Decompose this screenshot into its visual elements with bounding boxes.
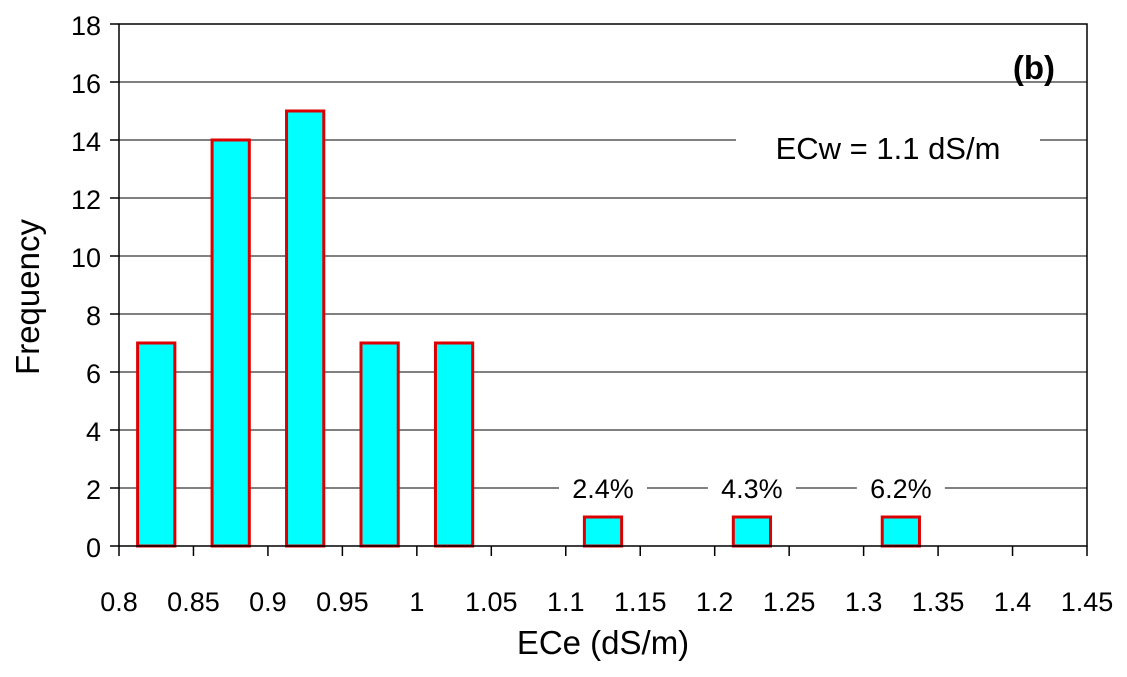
plot-frame bbox=[118, 23, 1088, 547]
x-tick-label: 1.05 bbox=[465, 587, 518, 617]
bar bbox=[582, 515, 624, 548]
x-tick-label: 1.35 bbox=[912, 587, 965, 617]
y-tick-label: 10 bbox=[71, 243, 101, 273]
y-tick-label: 14 bbox=[71, 127, 101, 157]
x-tick-label: 1.4 bbox=[994, 587, 1032, 617]
y-tick-label: 2 bbox=[86, 475, 101, 505]
x-tick-label: 1.3 bbox=[845, 587, 883, 617]
bar-labels: 2.4% 4.3% 6.2% bbox=[559, 469, 945, 504]
axes bbox=[110, 23, 1088, 556]
y-tick-label: 6 bbox=[86, 359, 101, 389]
bars bbox=[136, 109, 921, 548]
grid-lines bbox=[119, 23, 1087, 489]
bar bbox=[359, 341, 400, 548]
y-tick-label: 18 bbox=[71, 11, 101, 41]
x-tick-label: 0.95 bbox=[316, 587, 369, 617]
y-tick-label: 0 bbox=[86, 533, 101, 563]
bar bbox=[880, 515, 921, 548]
x-tick-labels: 0.8 0.85 0.9 0.95 1 1.05 1.1 1.15 1.2 1.25 1.3 1.35… bbox=[100, 587, 1113, 617]
bar-label-bg bbox=[856, 469, 945, 503]
x-tick-label: 0.85 bbox=[167, 587, 220, 617]
x-tick-label: 1.25 bbox=[763, 587, 816, 617]
y-tick-label: 12 bbox=[71, 185, 101, 215]
y-tick-label: 8 bbox=[86, 301, 101, 331]
x-tick-label: 1.1 bbox=[547, 587, 585, 617]
bar-percent-label: 6.2% bbox=[870, 474, 932, 504]
x-tick-label: 0.9 bbox=[249, 587, 287, 617]
bar-label-bg bbox=[707, 469, 796, 503]
panel-label: (b) bbox=[1013, 49, 1055, 86]
annotation-bg bbox=[736, 125, 1040, 171]
bar-percent-label: 2.4% bbox=[572, 474, 634, 504]
bar-percent-label: 4.3% bbox=[721, 474, 783, 504]
y-tick-label: 4 bbox=[86, 417, 101, 447]
x-tick-label: 1 bbox=[409, 587, 424, 617]
bar bbox=[731, 515, 773, 548]
bar-label-bg bbox=[559, 469, 647, 503]
bar bbox=[210, 138, 251, 548]
x-tick-label: 1.2 bbox=[696, 587, 734, 617]
y-tick-labels: 0 2 4 6 8 10 12 14 16 18 bbox=[71, 11, 101, 563]
bar bbox=[285, 109, 326, 548]
bar bbox=[433, 341, 475, 548]
ecw-annotation: ECw = 1.1 dS/m bbox=[776, 131, 1001, 166]
y-tick-label: 16 bbox=[71, 69, 101, 99]
x-tick-label: 0.8 bbox=[100, 587, 138, 617]
x-tick-label: 1.45 bbox=[1061, 587, 1114, 617]
y-axis-label: Frequency bbox=[9, 219, 46, 375]
x-tick-label: 1.15 bbox=[614, 587, 667, 617]
bar bbox=[136, 341, 177, 548]
x-axis-label: ECe (dS/m) bbox=[517, 624, 689, 661]
